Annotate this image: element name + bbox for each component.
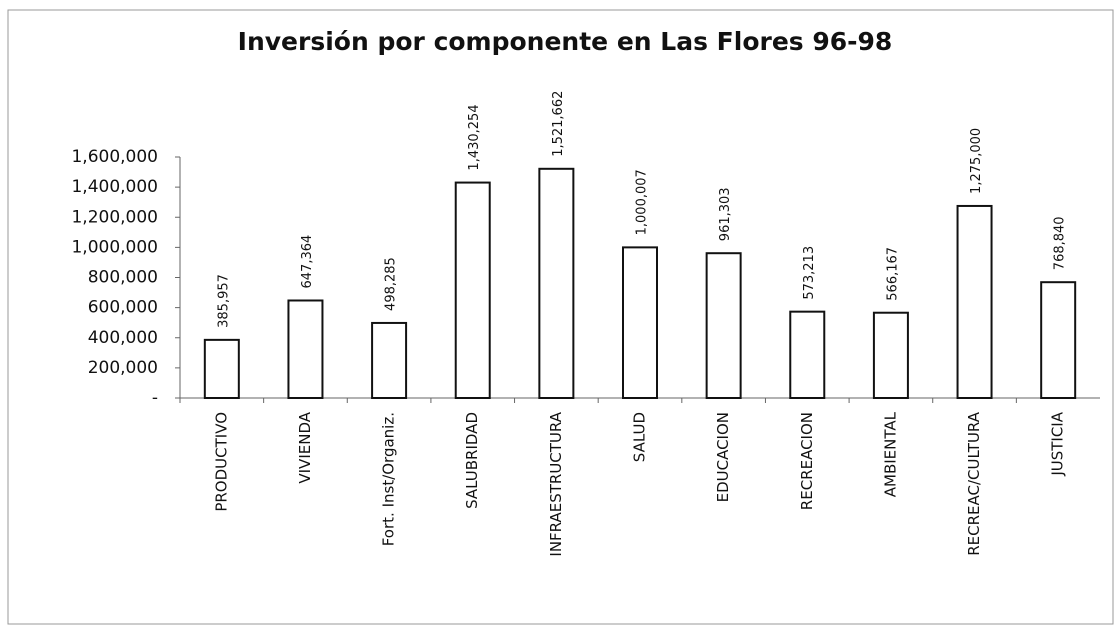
value-label: 566,167 bbox=[885, 247, 900, 301]
bar bbox=[287, 299, 324, 399]
x-tick-label: EDUCACION bbox=[714, 412, 732, 502]
value-label: 768,840 bbox=[1053, 216, 1068, 270]
value-label: 573,213 bbox=[802, 246, 817, 300]
x-tick-label: Fort. Inst/Organiz. bbox=[380, 412, 398, 546]
x-tick-label: JUSTICIA bbox=[1049, 411, 1067, 476]
y-tick-label: 800,000 bbox=[88, 268, 158, 288]
value-label: 1,521,662 bbox=[551, 91, 566, 157]
chart-frame bbox=[7, 9, 1114, 625]
bar bbox=[454, 181, 491, 399]
value-label: 961,303 bbox=[718, 187, 733, 241]
x-tick-label: INFRAESTRUCTURA bbox=[547, 411, 565, 556]
y-tick-label: 1,200,000 bbox=[71, 207, 158, 227]
value-label: 1,000,007 bbox=[635, 169, 650, 235]
y-tick-label: 200,000 bbox=[88, 358, 158, 378]
value-label: 1,430,254 bbox=[467, 104, 482, 170]
x-tick-label: RECREACION bbox=[798, 412, 816, 510]
value-label: 498,285 bbox=[384, 257, 399, 311]
x-tick-label: RECREAC/CULTURA bbox=[965, 411, 983, 555]
y-tick-label: 1,600,000 bbox=[71, 147, 158, 167]
bar bbox=[1040, 281, 1077, 400]
bar bbox=[203, 338, 240, 400]
x-tick-label: PRODUCTIVO bbox=[212, 412, 230, 512]
bar bbox=[872, 311, 909, 400]
y-tick-label: 1,400,000 bbox=[71, 177, 158, 197]
x-tick-label: SALUBRIDAD bbox=[463, 412, 481, 509]
chart-title: Inversión por componente en Las Flores 9… bbox=[238, 27, 893, 56]
x-tick-label: SALUD bbox=[631, 412, 649, 462]
y-tick-label: 400,000 bbox=[88, 328, 158, 348]
x-tick-label: AMBIENTAL bbox=[881, 411, 899, 497]
bar bbox=[371, 321, 408, 400]
bar bbox=[789, 310, 826, 399]
x-tick-label: VIVIENDA bbox=[296, 411, 314, 483]
y-tick-label: 600,000 bbox=[88, 298, 158, 318]
value-label: 647,364 bbox=[300, 235, 315, 289]
bar bbox=[622, 246, 658, 399]
value-label: 385,957 bbox=[216, 274, 231, 328]
bar bbox=[705, 252, 742, 399]
bar bbox=[956, 204, 993, 399]
y-tick-label: 1,000,000 bbox=[71, 237, 158, 257]
y-tick-label: - bbox=[152, 388, 158, 408]
bar bbox=[538, 167, 575, 399]
value-label: 1,275,000 bbox=[969, 128, 984, 194]
